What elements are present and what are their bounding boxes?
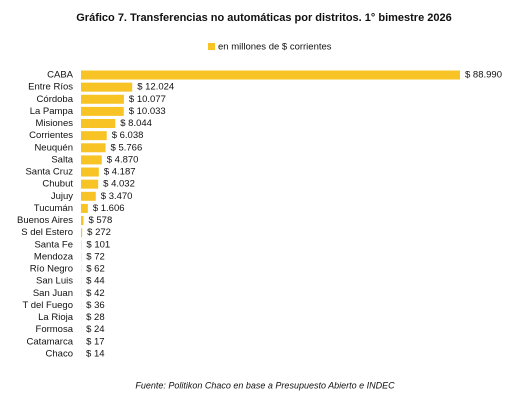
chart-title: Gráfico 7. Transferencias no automáticas… — [76, 12, 451, 24]
value-label: $ 6.038 — [112, 130, 144, 141]
value-label: $ 88.990 — [465, 70, 502, 81]
value-label: $ 28 — [86, 312, 105, 323]
bar — [81, 179, 99, 189]
value-label: $ 8.044 — [120, 118, 152, 129]
category-label: Corrientes — [29, 130, 73, 141]
value-label: $ 101 — [86, 239, 110, 250]
bar — [81, 203, 88, 213]
category-label: La Rioja — [38, 312, 74, 323]
category-label: Entre Ríos — [28, 82, 73, 93]
category-label: Chaco — [46, 349, 73, 360]
bar — [81, 106, 124, 116]
category-label: Buenos Aires — [17, 215, 73, 226]
value-label: $ 24 — [86, 324, 105, 335]
value-label: $ 4.870 — [107, 154, 139, 165]
bar — [81, 155, 102, 165]
bar — [81, 70, 460, 80]
value-label: $ 4.187 — [104, 167, 136, 178]
value-label: $ 1.606 — [93, 203, 125, 214]
category-label: CABA — [47, 70, 74, 81]
category-label: Catamarca — [27, 336, 74, 347]
legend-label: en millones de $ corrientes — [218, 42, 332, 53]
value-label: $ 10.077 — [129, 94, 166, 105]
bar — [81, 216, 84, 226]
category-label: Formosa — [36, 324, 74, 335]
value-label: $ 12.024 — [137, 82, 174, 93]
category-label: Santa Cruz — [25, 167, 73, 178]
category-label: Misiones — [36, 118, 74, 129]
category-label: Neuquén — [34, 142, 73, 153]
bar — [81, 94, 124, 104]
category-label: Salta — [51, 154, 73, 165]
value-label: $ 36 — [86, 300, 105, 311]
source-note: Fuente: Politikon Chaco en base a Presup… — [135, 380, 395, 390]
value-label: $ 4.032 — [103, 179, 135, 190]
bar — [81, 167, 99, 177]
bar — [81, 131, 107, 141]
value-label: $ 44 — [86, 276, 105, 287]
category-label: T del Fuego — [22, 300, 73, 311]
legend-swatch — [208, 43, 215, 50]
category-label: Tucumán — [34, 203, 73, 214]
category-label: San Juan — [33, 288, 73, 299]
value-label: $ 17 — [86, 336, 105, 347]
category-label: Chubut — [42, 179, 73, 190]
category-label: Santa Fe — [34, 239, 73, 250]
category-label: Córdoba — [37, 94, 74, 105]
value-label: $ 42 — [86, 288, 105, 299]
value-label: $ 72 — [86, 251, 105, 262]
bar — [81, 191, 96, 201]
value-label: $ 10.033 — [129, 106, 166, 117]
bar — [81, 228, 83, 238]
bar — [81, 119, 116, 129]
value-label: $ 62 — [86, 264, 105, 275]
bar — [81, 143, 106, 153]
value-label: $ 578 — [88, 215, 112, 226]
category-label: San Luis — [36, 276, 73, 287]
value-label: $ 272 — [87, 227, 111, 238]
category-label: Jujuy — [51, 191, 73, 202]
bar — [81, 82, 133, 92]
category-label: Mendoza — [34, 251, 74, 262]
category-label: S del Estero — [21, 227, 73, 238]
value-label: $ 3.470 — [101, 191, 133, 202]
category-label: La Pampa — [30, 106, 74, 117]
value-label: $ 5.766 — [111, 142, 143, 153]
category-label: Río Negro — [30, 264, 73, 275]
value-label: $ 14 — [86, 349, 105, 360]
